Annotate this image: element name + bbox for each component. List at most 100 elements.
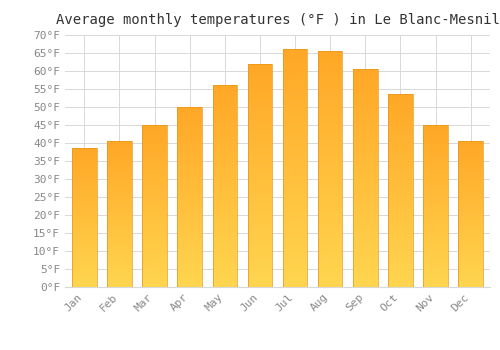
Bar [142,208,167,209]
Bar [353,158,378,159]
Bar [248,190,272,191]
Bar [283,268,308,269]
Bar [72,156,96,157]
Bar [283,59,308,60]
Bar [388,122,412,123]
Bar [248,202,272,203]
Bar [353,259,378,260]
Bar [107,181,132,182]
Bar [283,121,308,122]
Bar [353,166,378,167]
Bar [178,242,202,243]
Bar [142,165,167,166]
Bar [142,187,167,188]
Bar [318,209,342,210]
Bar [388,193,412,194]
Bar [353,191,378,192]
Bar [178,235,202,236]
Bar [353,198,378,199]
Bar [318,92,342,94]
Bar [142,148,167,149]
Bar [107,270,132,271]
Bar [353,285,378,286]
Bar [178,212,202,213]
Bar [353,197,378,198]
Bar [248,132,272,133]
Bar [107,208,132,209]
Bar [353,99,378,100]
Bar [353,136,378,137]
Bar [178,215,202,216]
Bar [72,186,96,187]
Bar [283,249,308,250]
Bar [107,238,132,239]
Bar [353,238,378,239]
Bar [388,94,412,95]
Bar [283,125,308,127]
Bar [318,88,342,89]
Bar [248,163,272,164]
Bar [142,213,167,214]
Bar [283,77,308,78]
Bar [178,281,202,282]
Bar [178,282,202,284]
Bar [212,206,237,207]
Bar [424,270,448,271]
Bar [283,275,308,276]
Bar [318,114,342,115]
Bar [248,178,272,179]
Bar [72,184,96,185]
Bar [248,103,272,104]
Bar [283,96,308,97]
Bar [212,124,237,125]
Bar [283,60,308,61]
Bar [424,244,448,245]
Bar [142,234,167,235]
Bar [388,245,412,246]
Bar [248,267,272,268]
Bar [142,263,167,264]
Bar [248,208,272,209]
Bar [283,196,308,197]
Bar [248,240,272,241]
Bar [458,181,483,182]
Bar [248,167,272,168]
Bar [212,210,237,211]
Bar [458,254,483,255]
Bar [142,152,167,153]
Bar [248,110,272,111]
Bar [458,145,483,146]
Bar [458,232,483,233]
Bar [283,49,308,287]
Bar [142,131,167,132]
Bar [283,280,308,281]
Bar [212,202,237,203]
Bar [424,187,448,188]
Bar [424,248,448,249]
Bar [107,282,132,283]
Bar [424,262,448,263]
Bar [178,164,202,166]
Bar [458,273,483,274]
Bar [142,160,167,161]
Bar [283,245,308,247]
Bar [107,223,132,224]
Bar [318,233,342,234]
Bar [142,257,167,258]
Bar [424,251,448,252]
Bar [353,120,378,121]
Bar [107,248,132,249]
Bar [353,81,378,82]
Bar [458,144,483,145]
Bar [283,197,308,198]
Bar [142,162,167,163]
Bar [107,205,132,206]
Bar [107,191,132,192]
Bar [72,262,96,263]
Bar [248,96,272,97]
Bar [283,110,308,111]
Bar [353,119,378,120]
Bar [318,63,342,64]
Bar [283,205,308,206]
Bar [178,213,202,214]
